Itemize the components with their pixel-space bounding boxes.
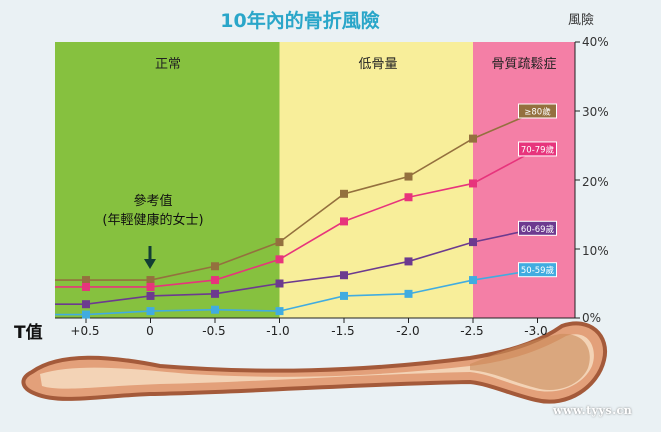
band-osteopenia xyxy=(279,42,473,318)
reference-annotation-title: 參考值 xyxy=(133,194,173,209)
data-point xyxy=(82,310,90,319)
data-point xyxy=(340,291,348,300)
reference-annotation: 參考值 (年輕健康的女士) xyxy=(78,192,228,230)
x-tick-label: -2.5 xyxy=(460,324,484,338)
series-tag: 50-59歲 xyxy=(518,262,557,278)
t-score-label: T值 xyxy=(14,323,43,343)
series-lines xyxy=(55,107,542,319)
data-point xyxy=(275,307,284,316)
data-point xyxy=(146,276,155,285)
series-tag-label: ≥80歲 xyxy=(524,107,551,118)
data-point xyxy=(82,300,90,309)
x-tick-label: -1.0 xyxy=(266,324,290,338)
x-tick-label: -1.5 xyxy=(331,324,355,338)
data-point xyxy=(340,271,348,280)
data-point xyxy=(146,282,155,291)
series-tag-label: 60-69歲 xyxy=(521,224,555,235)
x-tick-label: -3.0 xyxy=(524,324,548,338)
risk-axis-label: 風險 xyxy=(568,13,595,28)
x-tick-label: -0.5 xyxy=(202,324,226,338)
data-point xyxy=(275,279,284,288)
x-tick-label: -2.0 xyxy=(396,324,420,338)
data-point xyxy=(340,217,348,226)
band-label-osteopenia: 低骨量 xyxy=(358,57,398,72)
chart-title: 10年內的骨折風險 xyxy=(220,10,380,32)
data-point xyxy=(211,305,219,314)
y-tick-label: 0% xyxy=(582,311,602,325)
series-tag-box xyxy=(518,141,557,157)
diagnosis-bands xyxy=(55,42,575,318)
reference-annotation-subtitle: (年輕健康的女士) xyxy=(102,213,204,228)
axes xyxy=(55,41,580,323)
data-point xyxy=(211,289,219,298)
data-point xyxy=(404,172,413,181)
series-tags: ≥80歲 70-79歲 60-69歲 50-59歲 xyxy=(518,103,557,278)
x-tick-label: 0 xyxy=(146,324,154,338)
watermark: www.tyys.cn xyxy=(553,404,633,417)
band-label-osteoporosis: 骨質疏鬆症 xyxy=(491,57,557,72)
data-point xyxy=(146,291,155,300)
data-point xyxy=(275,255,284,264)
series-tag: ≥80歲 xyxy=(518,103,557,119)
series-tag-box xyxy=(518,262,557,278)
y-tick-label: 20% xyxy=(582,175,609,189)
series-tag: 70-79歲 xyxy=(518,141,557,157)
data-point xyxy=(404,257,413,266)
data-point xyxy=(469,134,477,143)
data-point xyxy=(82,276,90,285)
data-point xyxy=(469,276,477,285)
data-point xyxy=(404,289,413,298)
series-tag-label: 50-59歲 xyxy=(521,265,555,276)
data-point xyxy=(340,189,348,198)
series-tag-box xyxy=(518,220,557,236)
data-point xyxy=(404,193,413,202)
y-tick-label: 30% xyxy=(582,105,609,119)
data-point xyxy=(469,179,477,188)
series-tag-label: 70-79歲 xyxy=(521,144,555,155)
data-point xyxy=(146,307,155,316)
data-point xyxy=(211,276,219,285)
reference-arrow-head xyxy=(144,259,156,269)
y-tick-label: 40% xyxy=(582,35,609,49)
band-label-normal: 正常 xyxy=(154,57,181,72)
y-tick-label: 10% xyxy=(582,244,609,258)
x-tick-label: +0.5 xyxy=(70,324,100,338)
data-point xyxy=(211,262,219,271)
femur-bone-illustration xyxy=(21,321,608,404)
data-point xyxy=(469,238,477,247)
series-tag: 60-69歲 xyxy=(518,220,557,236)
data-point xyxy=(275,238,284,247)
series-tag-box xyxy=(518,103,557,119)
data-point xyxy=(82,282,90,291)
